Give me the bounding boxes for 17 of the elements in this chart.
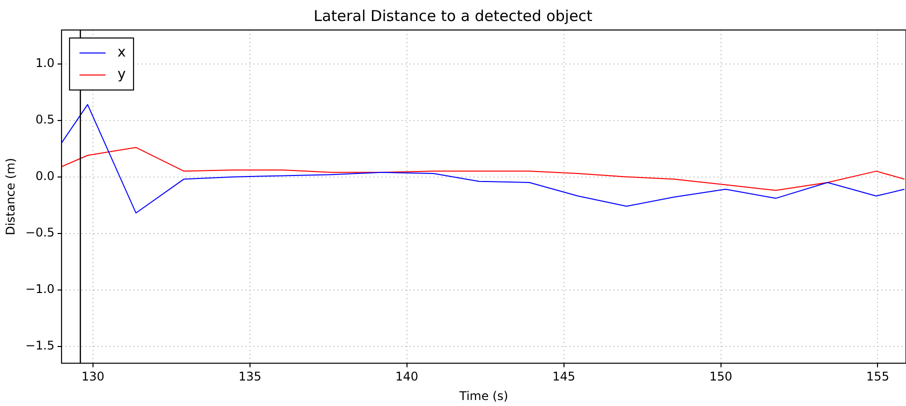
y-tick-label: −1.5 <box>25 338 55 352</box>
y-tick-label: 0.5 <box>35 112 55 126</box>
y-tick-label: −0.5 <box>25 225 55 240</box>
x-tick-label: 145 <box>552 370 576 384</box>
legend-label: x <box>118 44 126 61</box>
chart-title: Lateral Distance to a detected object <box>314 6 593 25</box>
x-axis-title: Time (s) <box>458 388 508 403</box>
y-tick-label: 1.0 <box>35 56 55 70</box>
x-tick-label: 135 <box>238 370 262 384</box>
x-tick-label: 130 <box>81 370 104 384</box>
x-tick-label: 155 <box>866 370 890 384</box>
y-axis-title: Distance (m) <box>3 158 18 236</box>
y-tick-label: −1.0 <box>25 282 55 296</box>
x-tick-label: 150 <box>709 370 732 384</box>
legend-label: y <box>118 66 126 83</box>
y-tick-label: 0.0 <box>35 168 55 183</box>
x-tick-label: 140 <box>395 370 418 384</box>
